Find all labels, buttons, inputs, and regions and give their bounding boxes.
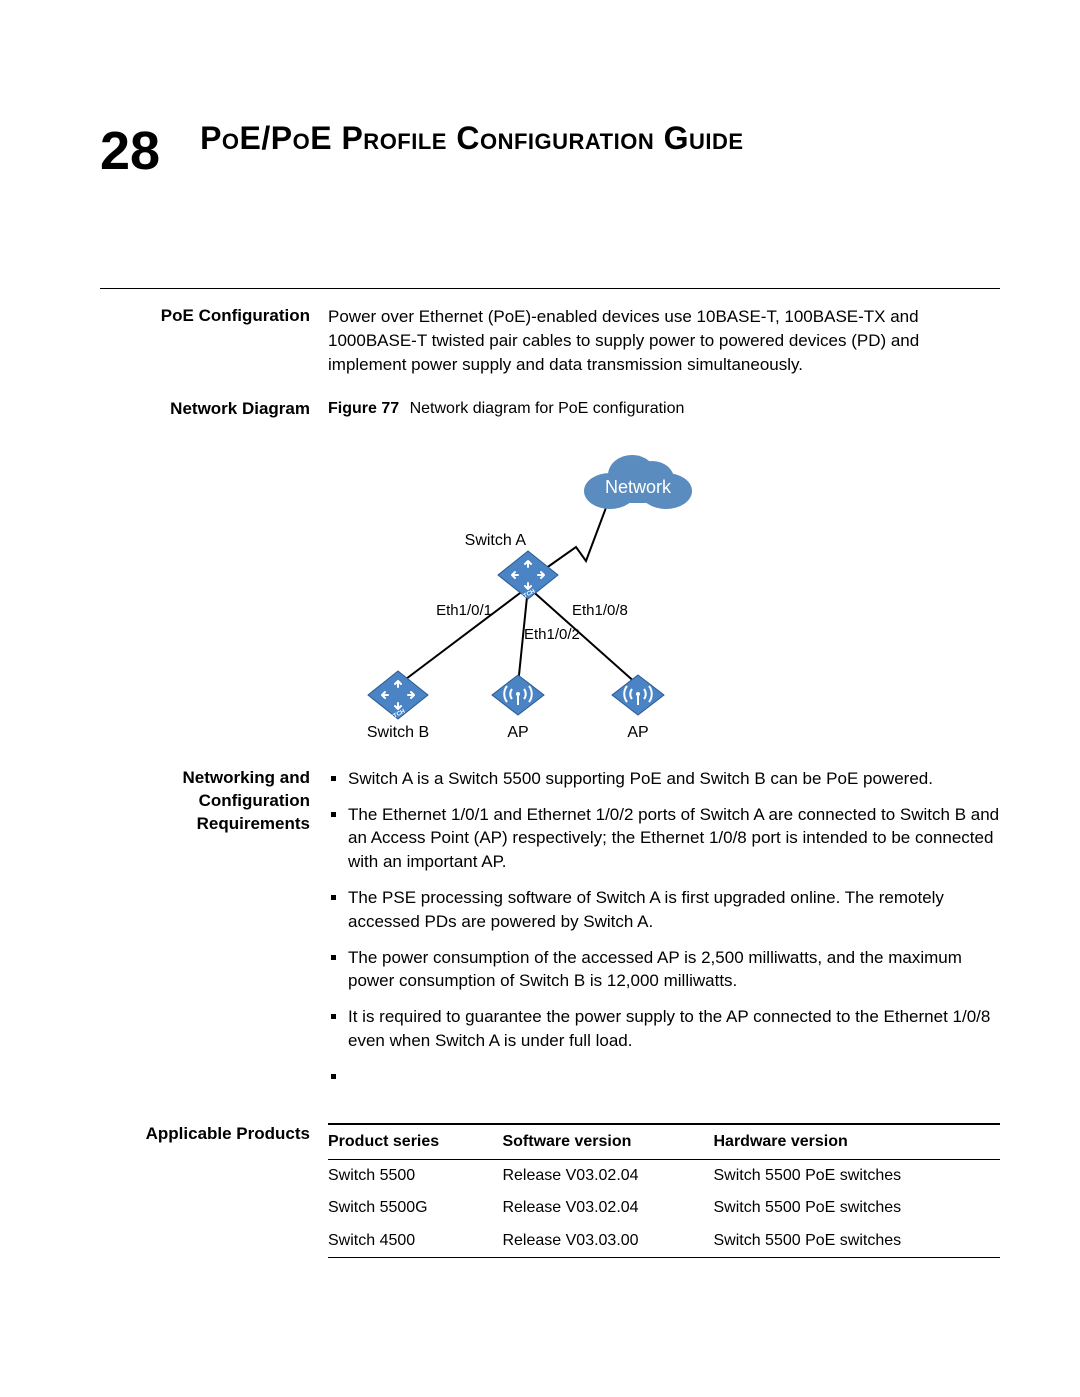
content-network-diagram: Figure 77 Network diagram for PoE config…: [328, 398, 1000, 744]
heading-requirements: Networking and Configuration Requirement…: [100, 767, 328, 1101]
list-item: The PSE processing software of Switch A …: [348, 886, 1000, 934]
section-requirements: Networking and Configuration Requirement…: [100, 767, 1000, 1101]
chapter-header: 28 PoE/PoE Profile Configuration Guide: [100, 120, 1000, 178]
table-cell: Switch 5500: [328, 1159, 502, 1192]
svg-text:Eth1/0/2: Eth1/0/2: [524, 626, 580, 643]
table-header-row: Product seriesSoftware versionHardware v…: [328, 1124, 1000, 1160]
table-cell: Release V03.02.04: [502, 1192, 713, 1224]
list-item: [348, 1065, 1000, 1089]
network-diagram-svg: NetworkSWITCHSWITCHSwitch ASwitch BAPAPE…: [318, 435, 778, 745]
figure-caption-text: Network diagram for PoE configuration: [410, 400, 685, 417]
svg-text:Switch B: Switch B: [367, 724, 429, 741]
svg-text:Switch A: Switch A: [465, 532, 527, 549]
body-poe-config: Power over Ethernet (PoE)-enabled device…: [328, 305, 1000, 376]
table-row: Switch 5500GRelease V03.02.04Switch 5500…: [328, 1192, 1000, 1224]
section-poe-config: PoE Configuration Power over Ethernet (P…: [100, 305, 1000, 376]
table-header-cell: Hardware version: [713, 1124, 1000, 1160]
table-header-cell: Software version: [502, 1124, 713, 1160]
section-network-diagram: Network Diagram Figure 77 Network diagra…: [100, 398, 1000, 744]
requirements-list: Switch A is a Switch 5500 supporting PoE…: [328, 767, 1000, 1089]
svg-text:Network: Network: [605, 477, 672, 497]
svg-text:AP: AP: [507, 724, 528, 741]
table-cell: Release V03.02.04: [502, 1159, 713, 1192]
list-item: Switch A is a Switch 5500 supporting PoE…: [348, 767, 1000, 791]
table-cell: Switch 5500G: [328, 1192, 502, 1224]
heading-applicable: Applicable Products: [100, 1123, 328, 1259]
svg-text:Eth1/0/8: Eth1/0/8: [572, 602, 628, 619]
list-item: The power consumption of the accessed AP…: [348, 946, 1000, 994]
content-requirements: Switch A is a Switch 5500 supporting PoE…: [328, 767, 1000, 1101]
figure-label: Figure 77: [328, 400, 399, 417]
content-applicable: Product seriesSoftware versionHardware v…: [328, 1123, 1000, 1259]
table-cell: Switch 5500 PoE switches: [713, 1192, 1000, 1224]
table-cell: Release V03.03.00: [502, 1225, 713, 1258]
table-cell: Switch 4500: [328, 1225, 502, 1258]
table-cell: Switch 5500 PoE switches: [713, 1225, 1000, 1258]
table-row: Switch 4500Release V03.03.00Switch 5500 …: [328, 1225, 1000, 1258]
svg-text:AP: AP: [627, 724, 648, 741]
products-table: Product seriesSoftware versionHardware v…: [328, 1123, 1000, 1259]
table-header-cell: Product series: [328, 1124, 502, 1160]
chapter-number: 28: [100, 120, 160, 178]
chapter-title: PoE/PoE Profile Configuration Guide: [200, 120, 743, 157]
section-applicable: Applicable Products Product seriesSoftwa…: [100, 1123, 1000, 1259]
heading-network-diagram: Network Diagram: [100, 398, 328, 744]
list-item: The Ethernet 1/0/1 and Ethernet 1/0/2 po…: [348, 803, 1000, 874]
list-item: It is required to guarantee the power su…: [348, 1005, 1000, 1053]
svg-text:Eth1/0/1: Eth1/0/1: [436, 602, 492, 619]
table-row: Switch 5500Release V03.02.04Switch 5500 …: [328, 1159, 1000, 1192]
divider: [100, 288, 1000, 289]
heading-poe-config: PoE Configuration: [100, 305, 328, 376]
table-cell: Switch 5500 PoE switches: [713, 1159, 1000, 1192]
figure-caption: Figure 77 Network diagram for PoE config…: [328, 398, 1000, 420]
table-body: Switch 5500Release V03.02.04Switch 5500 …: [328, 1159, 1000, 1257]
page: 28 PoE/PoE Profile Configuration Guide P…: [0, 0, 1080, 1397]
